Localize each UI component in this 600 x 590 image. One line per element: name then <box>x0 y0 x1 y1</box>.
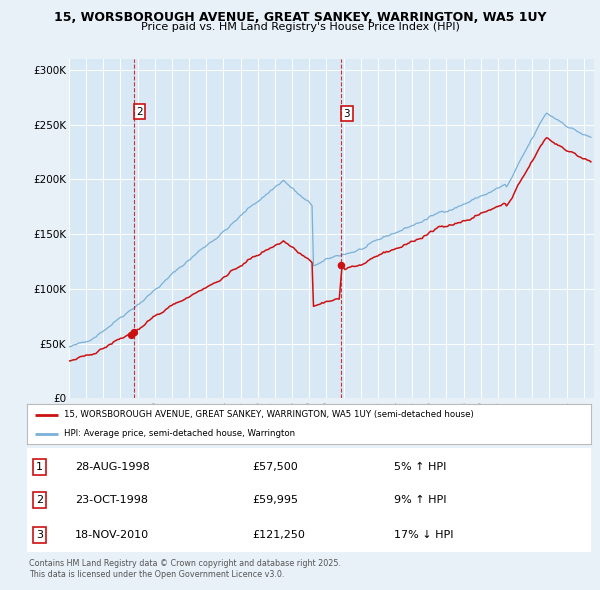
Text: 28-AUG-1998: 28-AUG-1998 <box>75 462 149 472</box>
Text: 17% ↓ HPI: 17% ↓ HPI <box>394 530 453 540</box>
Text: £121,250: £121,250 <box>253 530 305 540</box>
Text: £59,995: £59,995 <box>253 495 299 505</box>
Text: Contains HM Land Registry data © Crown copyright and database right 2025.
This d: Contains HM Land Registry data © Crown c… <box>29 559 341 579</box>
Text: £57,500: £57,500 <box>253 462 298 472</box>
Text: 15, WORSBOROUGH AVENUE, GREAT SANKEY, WARRINGTON, WA5 1UY: 15, WORSBOROUGH AVENUE, GREAT SANKEY, WA… <box>54 11 546 24</box>
Text: 3: 3 <box>343 109 350 119</box>
Point <box>130 328 139 337</box>
Text: 2: 2 <box>36 495 43 505</box>
Text: 9% ↑ HPI: 9% ↑ HPI <box>394 495 446 505</box>
Point <box>337 261 346 270</box>
Text: 15, WORSBOROUGH AVENUE, GREAT SANKEY, WARRINGTON, WA5 1UY (semi-detached house): 15, WORSBOROUGH AVENUE, GREAT SANKEY, WA… <box>64 410 473 419</box>
Text: 1: 1 <box>36 462 43 472</box>
Text: 18-NOV-2010: 18-NOV-2010 <box>75 530 149 540</box>
Text: 23-OCT-1998: 23-OCT-1998 <box>75 495 148 505</box>
Text: HPI: Average price, semi-detached house, Warrington: HPI: Average price, semi-detached house,… <box>64 429 295 438</box>
Point <box>127 330 136 340</box>
Bar <box>341 59 599 398</box>
Text: 3: 3 <box>36 530 43 540</box>
Text: 5% ↑ HPI: 5% ↑ HPI <box>394 462 446 472</box>
Text: Price paid vs. HM Land Registry's House Price Index (HPI): Price paid vs. HM Land Registry's House … <box>140 22 460 32</box>
Text: 2: 2 <box>136 107 143 117</box>
